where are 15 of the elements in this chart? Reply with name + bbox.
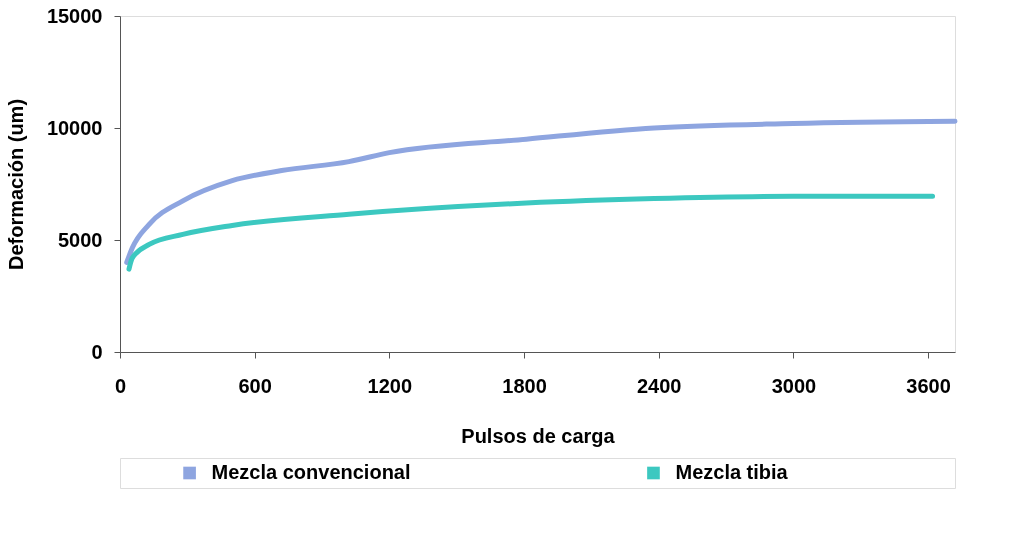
x-tick-label: 0	[114, 374, 127, 397]
x-tick-label: 2400	[636, 374, 682, 397]
x-axis-title: Pulsos de carga	[461, 424, 616, 447]
y-tick-label: 5000	[58, 228, 103, 251]
x-tick-label: 600	[238, 374, 272, 397]
x-tick-label: 3600	[906, 374, 951, 397]
y-tick-label: 0	[91, 340, 103, 363]
y-axis-title: Deformación (um)	[4, 98, 27, 271]
x-tick-label: 3000	[771, 374, 817, 397]
y-tick-label: 15000	[46, 4, 103, 27]
x-tick-label: 1800	[502, 374, 547, 397]
legend-label: Mezcla tibia	[675, 461, 789, 483]
legend-label: Mezcla convencional	[211, 461, 411, 483]
x-tick-label: 1200	[367, 374, 413, 397]
y-tick-label: 10000	[46, 116, 103, 139]
